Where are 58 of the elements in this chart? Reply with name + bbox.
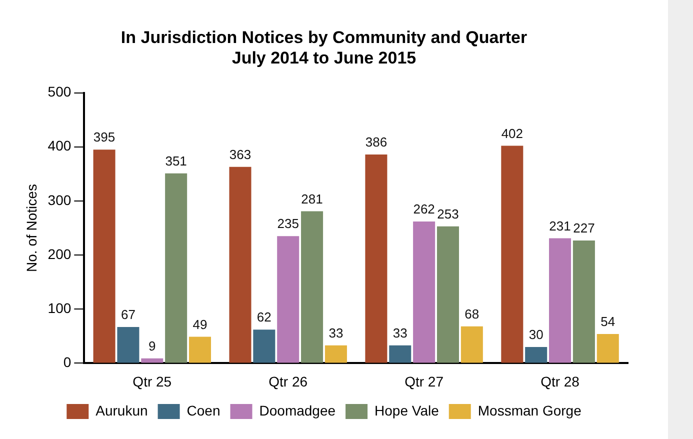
legend-label: Coen <box>186 402 220 418</box>
data-label: 30 <box>528 327 544 342</box>
bar <box>436 226 459 363</box>
bar <box>117 326 140 363</box>
legend-label: Hope Vale <box>374 402 440 418</box>
data-label: 351 <box>165 153 187 168</box>
x-tick-label: Qtr 27 <box>404 373 444 390</box>
y-tick-label: 400 <box>48 138 72 154</box>
bar <box>93 150 116 363</box>
bar <box>165 173 188 363</box>
bar <box>389 345 412 363</box>
bar <box>460 326 483 363</box>
x-tick-label: Qtr 26 <box>268 373 308 390</box>
data-label: 49 <box>192 316 208 332</box>
y-tick-label: 100 <box>48 300 72 316</box>
data-label: 281 <box>301 191 323 206</box>
data-label: 395 <box>93 130 116 145</box>
chart-title: In Jurisdiction Notices by Community and Quarter <box>120 28 528 47</box>
y-tick-label: 0 <box>63 354 72 370</box>
bar <box>301 211 324 363</box>
legend-label: Doomadgee <box>259 402 336 418</box>
bar <box>277 236 300 363</box>
y-tick-label: 500 <box>48 84 72 100</box>
chart-subtitle: July 2014 to June 2015 <box>232 48 416 68</box>
bar <box>572 240 595 363</box>
data-label: 253 <box>437 206 459 222</box>
bar <box>501 146 524 363</box>
data-label: 68 <box>464 306 480 322</box>
y-tick-label: 300 <box>48 192 72 208</box>
data-label: 227 <box>573 220 595 236</box>
x-tick-label: Qtr 25 <box>132 373 172 390</box>
data-label: 402 <box>501 126 524 141</box>
bar <box>365 154 388 363</box>
data-label: 9 <box>148 338 156 354</box>
bar <box>413 222 436 363</box>
bar <box>324 345 347 363</box>
legend-label: Mossman Gorge <box>478 402 582 418</box>
bar <box>253 330 276 363</box>
data-label: 54 <box>600 314 616 330</box>
bar <box>229 166 252 363</box>
bar <box>141 358 164 363</box>
bar <box>525 346 548 363</box>
data-label: 235 <box>277 216 299 232</box>
y-axis-title: No. of Notices <box>23 184 40 272</box>
bar <box>596 334 619 363</box>
bar <box>549 238 572 363</box>
data-label: 386 <box>365 134 388 150</box>
data-label: 33 <box>392 325 408 340</box>
data-label: 363 <box>229 146 252 162</box>
bar <box>188 336 212 363</box>
data-label: 231 <box>549 218 571 234</box>
data-label: 33 <box>328 325 344 340</box>
legend-label: Aurukun <box>96 402 148 418</box>
data-label: 67 <box>120 307 136 322</box>
data-label: 262 <box>413 202 435 217</box>
x-tick-label: Qtr 28 <box>540 373 580 390</box>
data-label: 62 <box>256 310 272 325</box>
y-tick-label: 200 <box>48 246 72 262</box>
